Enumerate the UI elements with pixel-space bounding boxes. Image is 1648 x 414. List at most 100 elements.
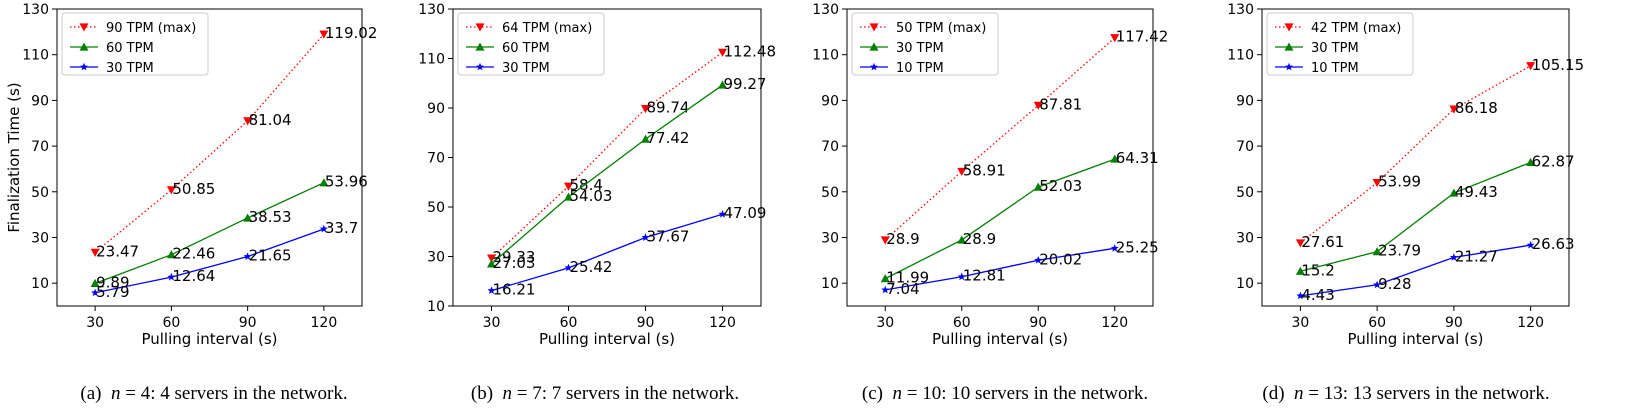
data-label: 87.81 [1039,95,1082,113]
data-label: 12.81 [963,267,1006,285]
data-point [1449,253,1458,261]
data-point [1295,239,1305,248]
legend-entry: 30 TPM [896,41,944,56]
data-point [487,286,496,295]
plot-frame [1261,8,1570,307]
data-label: 23.47 [96,242,139,260]
data-point [319,224,328,233]
y-tick-label: 70 [31,139,49,155]
data-point [1449,188,1459,197]
data-point [957,167,967,176]
legend-box [61,12,209,76]
data-point [1372,247,1382,256]
data-point [718,48,727,57]
data-label: 23.79 [1378,242,1421,260]
data-label: 5.79 [96,283,129,301]
data-point [1296,291,1305,300]
data-point [243,213,253,222]
data-label: 54.03 [570,187,613,205]
y-tick-label: 30 [821,230,839,246]
figure: 10 30 50 70 90 110 130 30 60 90 120 Pulling interva… [5,2,1584,348]
data-point [1110,244,1119,252]
data-label: 9.28 [1378,275,1411,293]
data-label: 38.53 [249,208,292,226]
series-line-2 [491,84,723,265]
data-label: 117.42 [1116,28,1169,46]
series-line-2 [94,182,325,285]
data-label: 77.42 [647,129,690,147]
series-line-3 [491,213,723,292]
legend-entry: 30 TPM [502,61,550,76]
data-point [487,254,496,263]
y-tick-label: 50 [31,185,49,201]
data-point [166,186,176,195]
chart-panel-3: 10 30 50 70 90 110 130 30 60 90 120 Pulling interva… [812,2,1168,348]
legend-marker [80,62,88,71]
data-point [881,285,890,294]
x-axis-label: Pulling interval (s) [932,330,1068,348]
y-tick-label: 90 [427,101,445,117]
data-point [319,178,329,187]
y-tick-label: 90 [821,93,839,109]
y-tick-label: 70 [1236,139,1254,155]
caption-variable: n [502,383,513,404]
legend-entry: 30 TPM [1311,41,1359,56]
data-point [1526,240,1535,249]
data-label: 58.91 [963,161,1006,179]
legend-marker [475,42,485,51]
data-point [487,259,496,268]
series-line-1 [1299,65,1531,244]
y-tick-label: 90 [1236,93,1254,109]
caption-variable: n [892,383,903,404]
legend-entry: 10 TPM [896,61,944,76]
plot-frame [56,8,363,307]
series-line-3 [885,247,1115,291]
data-label: 89.74 [647,99,690,117]
x-tick-label: 30 [483,315,501,331]
caption-prefix: (a) [80,383,102,404]
chart-panel-2: 10 30 50 70 90 110 130 30 60 90 120 Pulling interva… [418,2,776,348]
y-tick-label: 10 [427,299,445,315]
legend-marker [869,23,879,32]
x-tick-label: 60 [162,315,180,331]
x-tick-label: 90 [1029,315,1047,331]
data-point [641,105,650,114]
y-tick-label: 130 [418,2,445,18]
x-tick-label: 60 [560,315,578,331]
data-point [1033,182,1043,191]
x-tick-label: 30 [876,315,894,331]
data-point [1034,256,1043,264]
data-label: 52.03 [1039,177,1082,195]
legend-entry: 50 TPM (max) [896,21,986,36]
data-label: 47.09 [724,204,767,222]
caption-text: = 10: 10 servers in the network. [902,383,1149,404]
legend-entry: 30 TPM [106,61,154,76]
y-tick-label: 10 [821,276,839,292]
x-tick-label: 90 [1445,315,1463,331]
data-label: 26.63 [1532,235,1575,253]
legend-entry: 10 TPM [1311,61,1359,76]
data-label: 62.87 [1532,152,1575,170]
x-axis-label: Pulling interval (s) [539,330,675,348]
data-point [1526,157,1536,166]
data-point [243,117,253,126]
data-label: 7.04 [886,280,919,298]
data-label: 28.9 [963,230,996,248]
y-tick-label: 90 [31,93,49,109]
chart-panel-1: 10 30 50 70 90 110 130 30 60 90 120 Pulling interva… [5,2,377,348]
y-tick-label: 50 [821,185,839,201]
data-point [1372,179,1382,188]
data-label: 27.03 [493,254,536,272]
x-tick-label: 60 [953,315,971,331]
caption-prefix: (b) [470,383,494,404]
data-label: 49.43 [1455,183,1498,201]
data-label: 20.02 [1039,250,1082,268]
data-point [91,288,100,297]
caption-variable: n [1294,383,1304,404]
caption-prefix: (d) [1262,383,1285,404]
data-label: 25.25 [1116,238,1159,256]
legend-entry: 64 TPM (max) [502,21,592,36]
legend-marker [1284,42,1294,51]
legend-marker [1284,23,1294,32]
data-point [167,272,176,281]
